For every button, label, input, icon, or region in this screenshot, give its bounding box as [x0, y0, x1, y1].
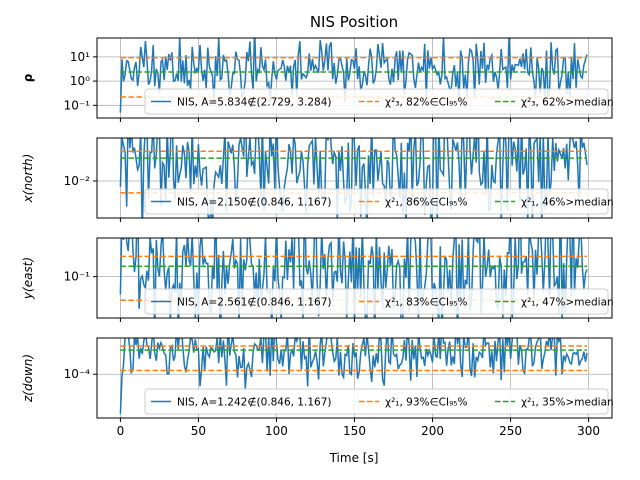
- subplot-3: 10⁻¹ y(east) NIS, A=2.561∉(0.846, 1.167) χ²…: [21, 237, 614, 322]
- subplot-1: 10⁻¹ 10⁰ 10¹ ρ NIS, A=5.834∉(2.729, 3.284) χ²…: [21, 37, 614, 122]
- subplot-4: 0 50 100 150 200 250 300 10⁻⁴ z(down) NIS, A=1.24…: [21, 337, 614, 438]
- y-tick-label: 10⁻¹: [64, 270, 91, 284]
- legend-ci-label: χ²₃, 82%∈CI₉₅%: [385, 97, 467, 109]
- x-tick-label: 100: [265, 424, 288, 438]
- legend-median-label: χ²₁, 47%>median: [521, 297, 614, 309]
- x-tick-label: 50: [191, 424, 206, 438]
- legend-nis-label: NIS, A=2.150∉(0.846, 1.167): [177, 197, 331, 209]
- legend-nis-label: NIS, A=1.242∉(0.846, 1.167): [177, 397, 331, 409]
- x-axis-label: Time [s]: [329, 451, 379, 465]
- y-tick-label: 10⁻⁴: [64, 367, 91, 381]
- y-axis-label: z(down): [21, 354, 35, 403]
- x-tick-label: 300: [577, 424, 600, 438]
- x-tick-label: 250: [499, 424, 522, 438]
- legend-median-label: χ²₁, 35%>median: [521, 397, 614, 409]
- nis-series-line: [119, 38, 588, 113]
- y-axis-label: y(east): [21, 257, 35, 300]
- nis-series-line: [119, 138, 588, 218]
- x-tick-label: 0: [117, 424, 125, 438]
- y-tick-label: 10⁻²: [64, 174, 91, 188]
- legend-ci-label: χ²₁, 93%∈CI₉₅%: [385, 397, 467, 409]
- legend-ci-label: χ²₁, 83%∈CI₉₅%: [385, 297, 467, 309]
- x-tick-label: 200: [421, 424, 444, 438]
- subplots: 10⁻¹ 10⁰ 10¹ ρ NIS, A=5.834∉(2.729, 3.284) χ²…: [21, 37, 614, 438]
- y-tick-label: 10¹: [70, 50, 90, 64]
- y-tick-label: 10⁻¹: [64, 98, 91, 112]
- subplot-2: 10⁻² x(north) NIS, A=2.150∉(0.846, 1.167) χ…: [21, 137, 614, 222]
- legend-nis-label: NIS, A=5.834∉(2.729, 3.284): [177, 97, 331, 109]
- legend-nis-label: NIS, A=2.561∉(0.846, 1.167): [177, 297, 331, 309]
- legend-median-label: χ²₃, 62%>median: [521, 97, 614, 109]
- legend-ci-label: χ²₁, 86%∈CI₉₅%: [385, 197, 467, 209]
- figure-title: NIS Position: [310, 13, 398, 31]
- x-tick-label: 150: [343, 424, 366, 438]
- legend: NIS, A=1.242∉(0.846, 1.167) χ²₁, 93%∈CI₉₅…: [144, 388, 614, 415]
- legend: NIS, A=2.150∉(0.846, 1.167) χ²₁, 86%∈CI₉₅…: [144, 188, 614, 215]
- y-tick-label: 10⁰: [70, 74, 90, 88]
- y-axis-label: ρ: [21, 73, 35, 82]
- plot-area: [119, 338, 588, 414]
- legend: NIS, A=5.834∉(2.729, 3.284) χ²₃, 82%∈CI₉₅…: [144, 88, 614, 115]
- y-axis-label: x(north): [21, 154, 35, 204]
- legend-median-label: χ²₁, 46%>median: [521, 197, 614, 209]
- legend: NIS, A=2.561∉(0.846, 1.167) χ²₁, 83%∈CI₉₅…: [144, 288, 614, 315]
